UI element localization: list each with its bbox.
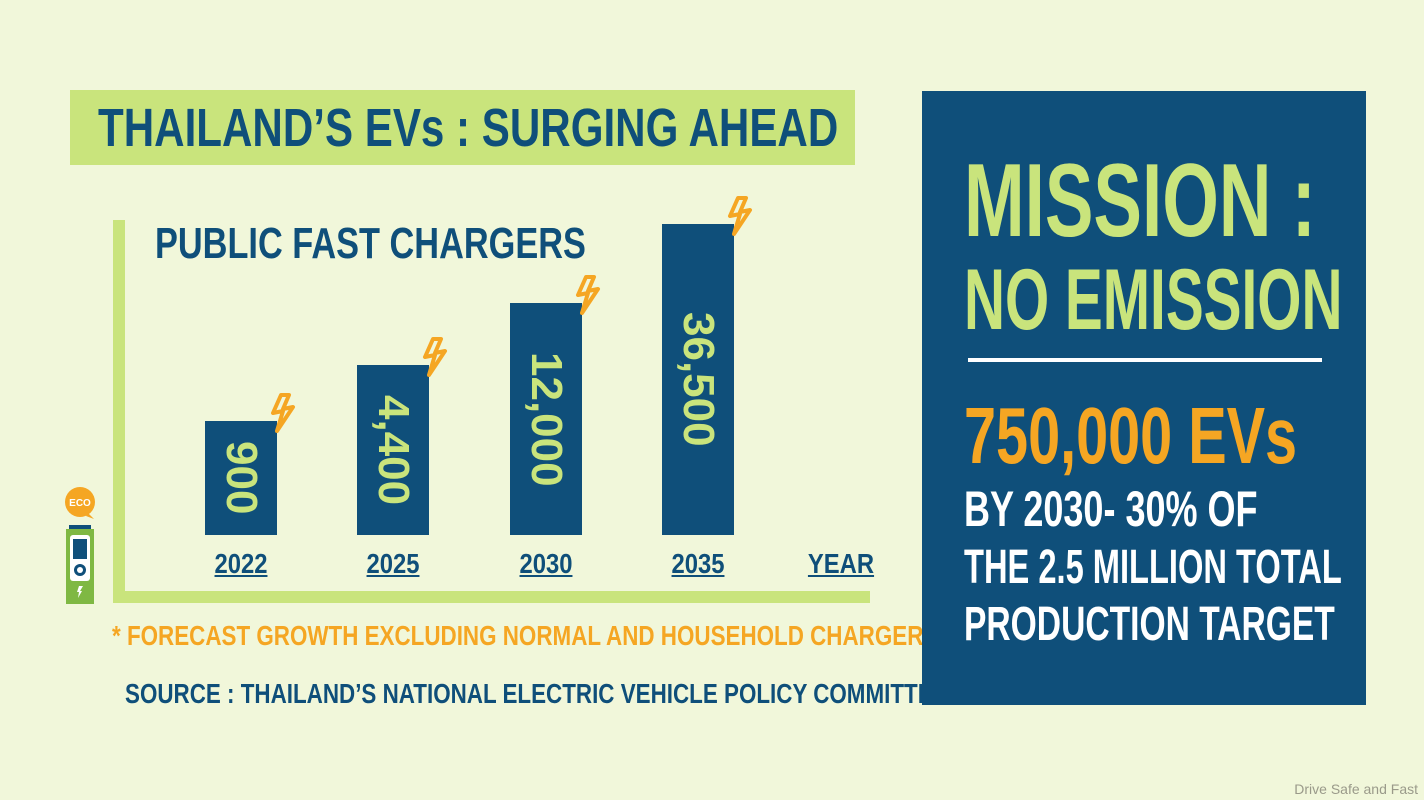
watermark: Drive Safe and Fast	[1294, 781, 1418, 797]
bar-value-label: 36,500	[674, 312, 723, 447]
divider	[968, 358, 1322, 362]
mission-panel: MISSION : NO EMISSION 750,000 EVs BY 203…	[922, 91, 1366, 705]
infographic-title: THAILAND’S EVs : SURGING AHEAD	[98, 98, 839, 158]
bar-value-label: 900	[217, 441, 266, 515]
svg-text:ECO: ECO	[69, 498, 91, 509]
bar-value-label: 4,400	[369, 394, 418, 506]
source-note: SOURCE : THAILAND’S NATIONAL ELECTRIC VE…	[125, 678, 948, 709]
x-tick-label: 2035	[671, 548, 725, 579]
x-tick-label: 2025	[366, 548, 420, 579]
bar-value-label: 12,000	[522, 351, 571, 487]
bar-2022: 900	[205, 421, 277, 535]
lightning-bolt-icon	[271, 393, 295, 433]
x-axis-label: YEAR	[807, 548, 875, 579]
target-line-1: BY 2030- 30% OF	[964, 481, 1258, 537]
chart-title: PUBLIC FAST CHARGERS	[155, 219, 586, 268]
y-axis-line	[113, 220, 125, 603]
ev-target: 750,000 EVs	[964, 391, 1298, 480]
bar-2025: 4,400	[357, 365, 429, 535]
x-axis-line	[113, 591, 870, 603]
lightning-bolt-icon	[728, 196, 752, 236]
lightning-bolt-icon	[576, 275, 600, 315]
x-tick-label: 2022	[214, 548, 268, 579]
footnote: * FORECAST GROWTH EXCLUDING NORMAL AND H…	[112, 620, 939, 651]
target-line-3: PRODUCTION TARGET	[964, 598, 1335, 651]
x-tick-label: 2030	[519, 548, 573, 579]
mission-subheading: NO EMISSION	[964, 252, 1343, 348]
bar-2030: 12,000	[510, 303, 582, 535]
eco-charger-icon: ECO	[64, 487, 96, 604]
mission-heading: MISSION :	[964, 143, 1316, 259]
title-banner: THAILAND’S EVs : SURGING AHEAD	[70, 90, 855, 165]
lightning-bolt-icon	[423, 337, 447, 377]
target-line-2: THE 2.5 MILLION TOTAL	[964, 541, 1342, 594]
bar-2035: 36,500	[662, 224, 734, 535]
